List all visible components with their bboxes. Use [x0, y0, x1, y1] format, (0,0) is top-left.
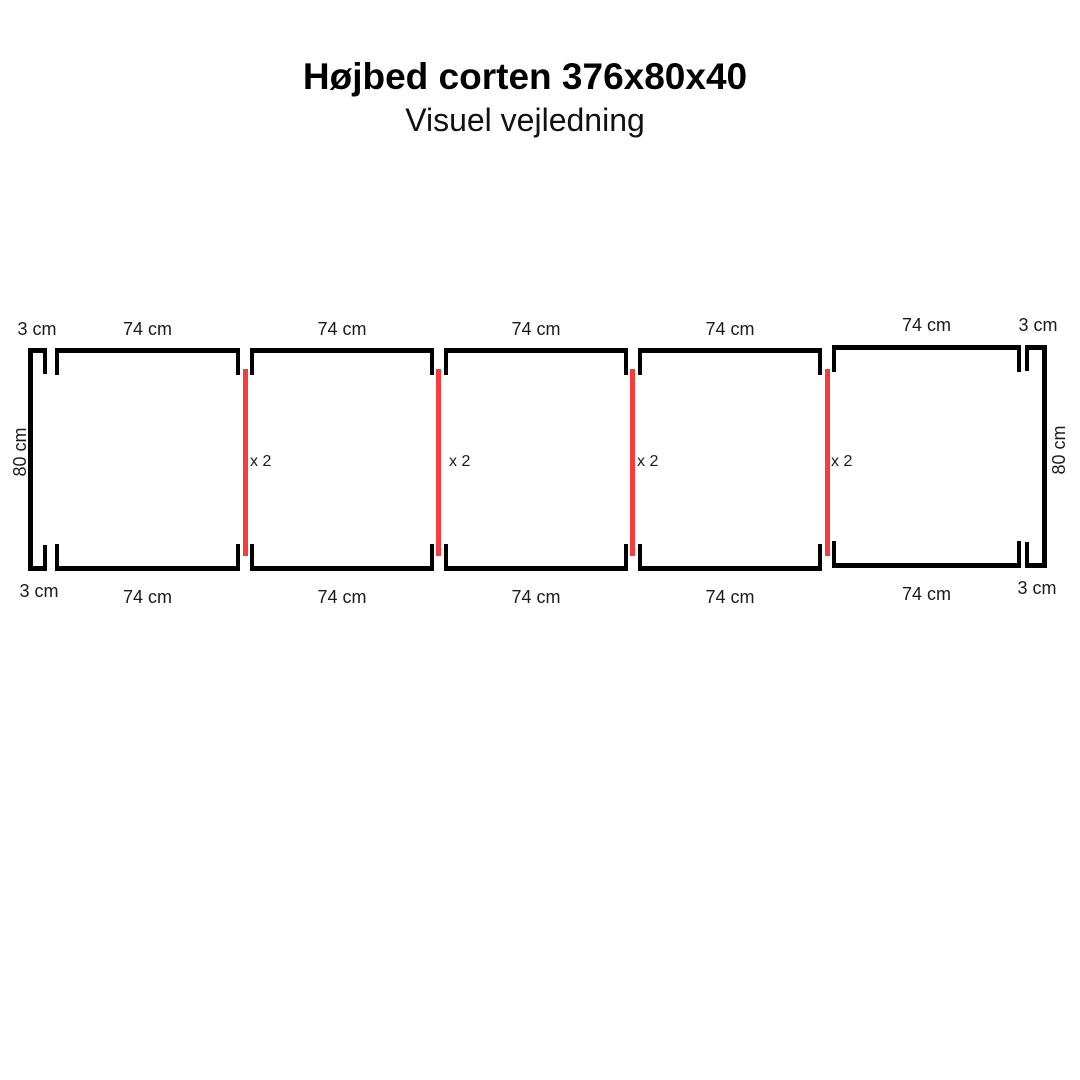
connector-strip-2: [436, 369, 441, 556]
dim-panel-2-top: 74 cm: [317, 319, 367, 339]
panel-5-flange: [832, 345, 836, 372]
dim-panel-4-bottom: 74 cm: [705, 587, 755, 607]
dim-right-end-top: 3 cm: [1018, 315, 1058, 335]
page-subtitle: Visuel vejledning: [405, 102, 645, 138]
left-end-plate: [28, 348, 47, 571]
panel-4-flange: [818, 544, 822, 571]
right-end-vertical-line: [1042, 345, 1047, 568]
panel-3-flange: [444, 544, 448, 571]
panel-3-flange: [624, 544, 628, 571]
panel-2-flange: [250, 544, 254, 571]
panel-3: [444, 348, 628, 571]
panel-1-flange: [236, 348, 240, 375]
left-end-top-bend: [28, 348, 47, 353]
panel-5-bottom-plate: [832, 563, 1021, 568]
dim-left-end-top: 3 cm: [17, 319, 57, 339]
dim-panel-2-bottom: 74 cm: [317, 587, 367, 607]
page-title: Højbed corten 376x80x40: [302, 56, 748, 97]
dim-panel-1-bottom: 74 cm: [122, 587, 173, 607]
panel-4: [638, 348, 822, 571]
panel-5: [832, 345, 1021, 568]
panel-3-top-plate: [444, 348, 628, 353]
right-end-top-bend: [1025, 345, 1047, 350]
panel-1-flange: [236, 544, 240, 571]
dim-right-height: 80 cm: [1049, 425, 1069, 475]
dim-left-height: 80 cm: [10, 427, 30, 477]
panel-5-flange: [1017, 541, 1021, 568]
connector-2-qty-label: x 2: [449, 453, 471, 470]
panel-5-flange: [1017, 345, 1021, 372]
right-end-bottom-hook: [1025, 542, 1029, 568]
dim-left-end-bottom: 3 cm: [19, 581, 59, 601]
panel-3-flange: [624, 348, 628, 375]
dim-panel-1-top: 74 cm: [122, 319, 173, 339]
panel-2: [250, 348, 434, 571]
connector-4-qty-label: x 2: [831, 453, 853, 470]
dim-panel-4-top: 74 cm: [705, 319, 755, 339]
right-end-plate: [1025, 345, 1047, 568]
right-end-top-hook: [1025, 345, 1029, 371]
panel-2-flange: [250, 348, 254, 375]
page-header: Højbed corten 376x80x40 Visuel vejlednin…: [0, 55, 1050, 141]
panel-2-flange: [430, 544, 434, 571]
panel-4-bottom-plate: [638, 566, 822, 571]
panel-1-flange: [55, 348, 59, 375]
dim-panel-3-top: 74 cm: [511, 319, 561, 339]
dim-panel-3-bottom: 74 cm: [511, 587, 561, 607]
connector-strip-3: [630, 369, 635, 556]
connector-strip-4: [825, 369, 830, 556]
panel-4-flange: [638, 348, 642, 375]
left-end-vertical-line: [28, 348, 33, 571]
right-end-bottom-bend: [1025, 563, 1047, 568]
panel-1: [55, 348, 240, 571]
dim-panel-5-bottom: 74 cm: [901, 584, 952, 604]
panel-5-top-plate: [832, 345, 1021, 350]
connector-1-qty-label: x 2: [250, 453, 272, 470]
panel-3-flange: [444, 348, 448, 375]
panel-1-flange: [55, 544, 59, 571]
left-end-top-hook: [43, 348, 47, 374]
connector-strip-1: [243, 369, 248, 556]
left-end-bottom-bend: [28, 566, 47, 571]
panel-4-top-plate: [638, 348, 822, 353]
panel-3-bottom-plate: [444, 566, 628, 571]
left-end-bottom-hook: [43, 545, 47, 571]
panel-4-flange: [818, 348, 822, 375]
panel-1-top-plate: [55, 348, 240, 375]
panel-2-bottom-plate: [250, 566, 434, 571]
panel-5-flange: [832, 541, 836, 568]
panel-2-top-plate: [250, 348, 434, 353]
panel-2-flange: [430, 348, 434, 375]
panel-1-bottom-plate: [55, 566, 240, 571]
dim-panel-5-top: 74 cm: [901, 315, 952, 335]
connector-3-qty-label: x 2: [637, 453, 659, 470]
dim-right-end-bottom: 3 cm: [1017, 578, 1057, 598]
panel-4-flange: [638, 544, 642, 571]
